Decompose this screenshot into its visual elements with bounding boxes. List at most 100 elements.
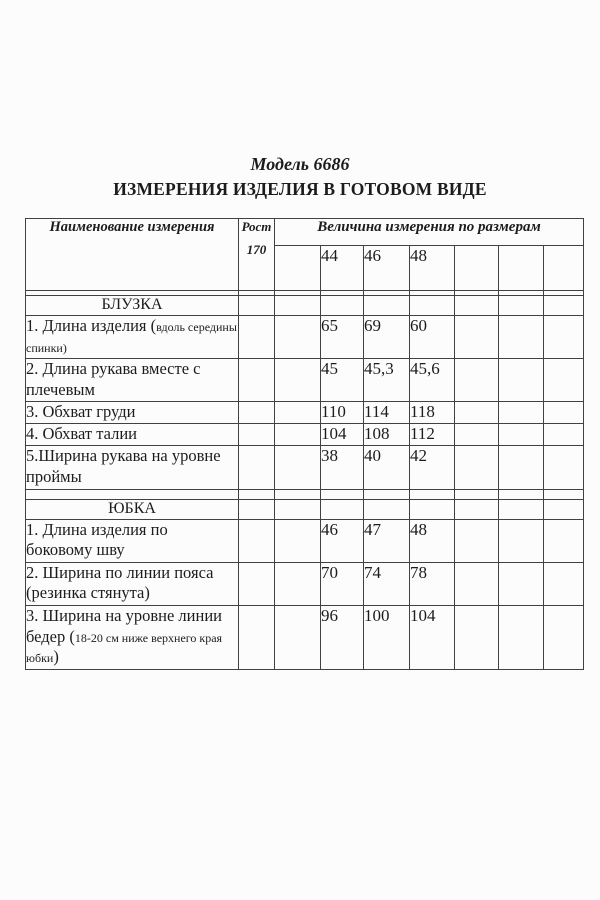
- empty-cell: [409, 295, 455, 316]
- size-value-cell: [274, 358, 321, 403]
- empty-cell: [238, 498, 275, 520]
- column-header-sizes-span: Величина измерения по размерам: [273, 218, 585, 246]
- size-value-cell: 38: [320, 445, 364, 490]
- table-row: 2. Ширина по линии пояса (резинка стянут…: [25, 561, 585, 606]
- size-value-cell: [274, 518, 321, 563]
- size-value-cell: 42: [409, 445, 455, 490]
- page-title: ИЗМЕРЕНИЯ ИЗДЕЛИЯ В ГОТОВОМ ВИДЕ: [113, 178, 487, 199]
- empty-cell: [409, 498, 455, 520]
- size-value-cell: [498, 445, 544, 490]
- size-value-cell: [498, 561, 544, 606]
- height-value-cell: [238, 401, 275, 425]
- measurement-name-part: 3. Обхват груди: [26, 402, 136, 422]
- size-value-cell: 110: [320, 401, 364, 425]
- size-value-cell: [454, 358, 499, 403]
- measurement-name: 1. Длина изделия (вдоль середины спинки): [25, 314, 239, 360]
- size-value-cell: [454, 561, 499, 606]
- size-column-header: [454, 245, 499, 291]
- empty-cell: [274, 295, 321, 316]
- separator-cell: [363, 488, 410, 500]
- separator-row: [25, 488, 585, 500]
- size-value-cell: 104: [320, 423, 364, 447]
- separator-cell: [320, 488, 364, 500]
- height-header-value: 170: [246, 242, 267, 257]
- table-row: 5.Ширина рукава на уровне проймы 38 40 42: [25, 445, 585, 490]
- height-value-cell: [238, 561, 275, 606]
- size-column-header: 48: [409, 245, 455, 291]
- size-value-cell: 46: [320, 518, 364, 563]
- table-row: 3. Обхват груди 110 114 118: [25, 401, 585, 425]
- height-value-cell: [238, 314, 275, 360]
- height-value-cell: [238, 604, 275, 671]
- measurement-name-part: ): [53, 647, 59, 667]
- size-column-header: 46: [363, 245, 410, 291]
- empty-cell: [238, 295, 275, 316]
- size-value-cell: 40: [363, 445, 410, 490]
- height-header-label: Рост: [241, 219, 272, 235]
- measurement-name-part: 3. Ширина на уровне линии бедер (: [26, 605, 223, 646]
- table-row: 4. Обхват талии 104 108 112: [25, 423, 585, 447]
- empty-cell: [454, 498, 499, 520]
- size-value-cell: [454, 518, 499, 563]
- empty-cell: [454, 295, 499, 316]
- separator-cell: [238, 488, 275, 500]
- size-value-cell: 96: [320, 604, 364, 671]
- size-value-cell: 47: [363, 518, 410, 563]
- size-value-cell: 45,3: [363, 358, 410, 403]
- size-value-cell: [498, 518, 544, 563]
- size-value-cell: [454, 314, 499, 360]
- height-value-cell: [238, 423, 275, 447]
- section-title-row: БЛУЗКА: [25, 295, 585, 316]
- size-value-cell: [542, 445, 585, 490]
- table-body: БЛУЗКА 1. Длина изделия (вдоль середины с…: [25, 290, 585, 671]
- size-value-cell: 118: [409, 401, 455, 425]
- size-value-cell: 112: [409, 423, 455, 447]
- size-value-cell: 45,6: [409, 358, 455, 403]
- measurement-name: 3. Ширина на уровне линии бедер (18-20 с…: [25, 604, 239, 671]
- size-value-cell: [274, 423, 321, 447]
- size-value-cell: 78: [409, 561, 455, 606]
- measurement-name-part: вдоль середины спинки): [26, 320, 237, 355]
- empty-cell: [363, 498, 410, 520]
- column-header-height: Рост 170: [238, 218, 275, 291]
- section-title: БЛУЗКА: [25, 295, 239, 316]
- size-value-cell: [498, 358, 544, 403]
- separator-cell: [542, 488, 585, 500]
- table-row: 1. Длина изделия (вдоль середины спинки)…: [25, 314, 585, 360]
- measurement-name-part: 2. Длина рукава вместе с плечевым: [26, 359, 201, 399]
- measurement-name-part: 2. Ширина по линии пояса (резинка стянут…: [26, 562, 214, 603]
- size-value-cell: [498, 314, 544, 360]
- empty-cell: [363, 295, 410, 316]
- size-value-cell: [274, 604, 321, 671]
- size-value-cell: [274, 561, 321, 606]
- measurement-name: 1. Длина изделия по боковому шву: [25, 518, 239, 563]
- table-row: 1. Длина изделия по боковому шву 46 47 48: [25, 518, 585, 563]
- model-title: Модель 6686: [250, 154, 350, 174]
- table-row: 3. Ширина на уровне линии бедер (18-20 с…: [25, 604, 585, 671]
- size-value-cell: [274, 445, 321, 490]
- size-value-cell: [542, 518, 585, 563]
- empty-cell: [542, 295, 585, 316]
- size-value-cell: [498, 423, 544, 447]
- measurement-table: Наименование измерения Рост 170 Величина…: [25, 218, 585, 671]
- separator-cell: [498, 488, 544, 500]
- empty-cell: [320, 498, 364, 520]
- size-value-cell: [542, 561, 585, 606]
- size-value-cell: 108: [363, 423, 410, 447]
- section-title-row: ЮБКА: [25, 498, 585, 520]
- size-value-cell: 45: [320, 358, 364, 403]
- measurement-name: 3. Обхват груди: [25, 401, 239, 425]
- section-title: ЮБКА: [25, 498, 239, 520]
- separator-cell: [274, 488, 321, 500]
- title-block: Модель 6686 ИЗМЕРЕНИЯ ИЗДЕЛИЯ В ГОТОВОМ …: [0, 154, 600, 200]
- empty-cell: [498, 498, 544, 520]
- size-column-header: 44: [320, 245, 364, 291]
- measurement-name-part: 1. Длина изделия по боковому шву: [26, 519, 168, 560]
- size-value-cell: [454, 401, 499, 425]
- size-value-cell: [274, 314, 321, 360]
- size-value-cell: 65: [320, 314, 364, 360]
- size-value-cell: 60: [409, 314, 455, 360]
- size-value-cell: 74: [363, 561, 410, 606]
- empty-cell: [542, 498, 585, 520]
